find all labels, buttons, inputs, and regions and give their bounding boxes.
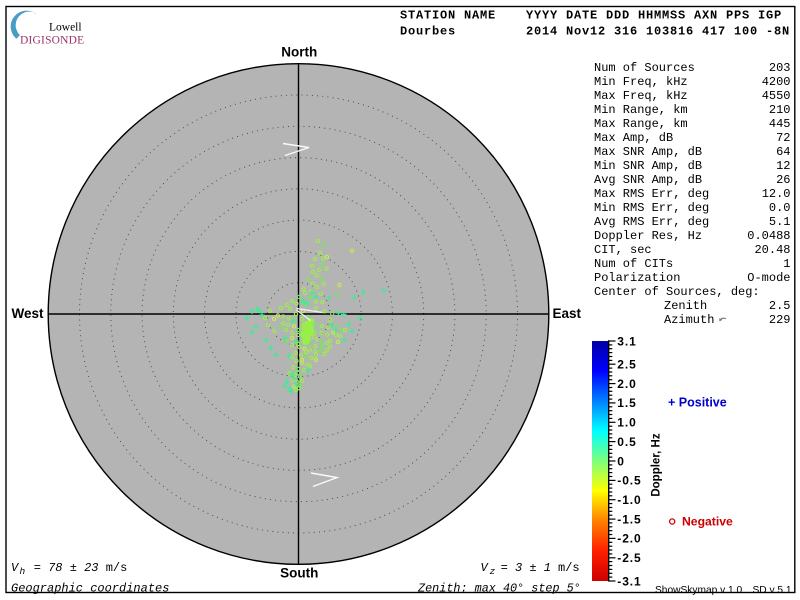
svg-text:3.1: 3.1	[617, 334, 636, 348]
svg-text:1.0: 1.0	[617, 416, 636, 430]
svg-text:Min Freq, kHz: Min Freq, kHz	[594, 75, 688, 89]
svg-text:Avg RMS Err, deg: Avg RMS Err, deg	[594, 215, 709, 229]
svg-text:YYYY DATE DDD HHMMSS AXN PPS: YYYY DATE DDD HHMMSS AXN PPS IGP	[526, 9, 782, 23]
svg-text:2014 Nov12 316 103816 417 100: 2014 Nov12 316 103816 417 100 -8N	[526, 25, 790, 39]
svg-text:+ Positive: + Positive	[668, 396, 727, 410]
svg-text:Min RMS Err, deg: Min RMS Err, deg	[594, 201, 709, 215]
svg-text:4550: 4550	[762, 89, 791, 103]
svg-text:Polarization: Polarization	[594, 271, 680, 285]
svg-text:Azimuth: Azimuth	[664, 313, 714, 327]
svg-text:= 78 ± 23: = 78 ± 23	[34, 561, 99, 575]
svg-text:ShowSkymap v 1.0: ShowSkymap v 1.0	[655, 585, 743, 596]
svg-text:4200: 4200	[762, 75, 791, 89]
svg-text:210: 210	[769, 103, 791, 117]
svg-text:O-mode: O-mode	[747, 271, 790, 285]
svg-text:0.5: 0.5	[617, 435, 636, 449]
svg-text:East: East	[553, 306, 582, 321]
svg-text:Negative: Negative	[682, 515, 733, 529]
svg-text:64: 64	[776, 145, 790, 159]
svg-text:Center of Sources, deg:: Center of Sources, deg:	[594, 285, 760, 299]
svg-text:Max Amp, dB: Max Amp, dB	[594, 131, 673, 145]
svg-text:1: 1	[783, 257, 790, 271]
svg-text:West: West	[11, 306, 44, 321]
svg-text:Max Freq, kHz: Max Freq, kHz	[594, 89, 688, 103]
svg-text:m/s: m/s	[558, 561, 580, 575]
svg-text:26: 26	[776, 173, 790, 187]
svg-text:m/s: m/s	[106, 561, 128, 575]
svg-text:-1.5: -1.5	[617, 512, 641, 526]
svg-text:Max SNR Amp, dB: Max SNR Amp, dB	[594, 145, 702, 159]
svg-text:Max RMS Err, deg: Max RMS Err, deg	[594, 187, 709, 201]
svg-text:Num of Sources: Num of Sources	[594, 61, 695, 75]
svg-text:12.0: 12.0	[762, 187, 791, 201]
svg-text:STATION NAME: STATION NAME	[400, 9, 496, 23]
svg-text:CIT, sec: CIT, sec	[594, 243, 652, 257]
svg-text:1.5: 1.5	[617, 396, 636, 410]
svg-text:V: V	[11, 561, 20, 575]
svg-text:72: 72	[776, 131, 790, 145]
svg-text:0: 0	[617, 454, 625, 468]
svg-text:229: 229	[769, 313, 791, 327]
svg-text:0.0: 0.0	[769, 201, 791, 215]
svg-text:Dourbes: Dourbes	[400, 25, 456, 39]
svg-text:2.5: 2.5	[769, 299, 791, 313]
svg-text:North: North	[281, 45, 317, 60]
svg-text:V: V	[481, 561, 490, 575]
svg-text:Doppler Res, Hz: Doppler Res, Hz	[594, 229, 702, 243]
svg-text:Zenith: max 40° step 5°: Zenith: max 40° step 5°	[417, 582, 581, 596]
svg-text:20.48: 20.48	[754, 243, 790, 257]
svg-text:-0.5: -0.5	[617, 474, 641, 488]
svg-text:Avg SNR Amp, dB: Avg SNR Amp, dB	[594, 173, 702, 187]
svg-text:z: z	[490, 566, 496, 577]
svg-text:2.0: 2.0	[617, 377, 636, 391]
svg-text:Max Range, km: Max Range, km	[594, 117, 688, 131]
svg-text:= 3 ± 1: = 3 ± 1	[501, 561, 551, 575]
svg-text:5.1: 5.1	[769, 215, 791, 229]
svg-text:h: h	[20, 566, 26, 577]
svg-text:Min Range, km: Min Range, km	[594, 103, 688, 117]
svg-text:203: 203	[769, 61, 791, 75]
svg-text:Min SNR Amp, dB: Min SNR Amp, dB	[594, 159, 702, 173]
svg-text:DIGISONDE: DIGISONDE	[20, 35, 84, 47]
svg-text:-3.1: -3.1	[617, 574, 641, 588]
svg-text:2.5: 2.5	[617, 358, 636, 372]
svg-text:South: South	[280, 566, 318, 581]
svg-text:-1.0: -1.0	[617, 493, 641, 507]
svg-text:Geographic coordinates: Geographic coordinates	[11, 582, 169, 596]
svg-text:Num of CITs: Num of CITs	[594, 257, 673, 271]
svg-text:12: 12	[776, 159, 790, 173]
svg-text:-2.5: -2.5	[617, 551, 641, 565]
svg-text:SD v 5.1: SD v 5.1	[753, 585, 792, 596]
svg-text:445: 445	[769, 117, 791, 131]
svg-text:Doppler, Hz: Doppler, Hz	[650, 433, 662, 497]
svg-text:-2.0: -2.0	[617, 532, 641, 546]
svg-text:Zenith: Zenith	[664, 299, 707, 313]
svg-text:0.0488: 0.0488	[747, 229, 790, 243]
svg-text:Lowell: Lowell	[49, 22, 82, 34]
